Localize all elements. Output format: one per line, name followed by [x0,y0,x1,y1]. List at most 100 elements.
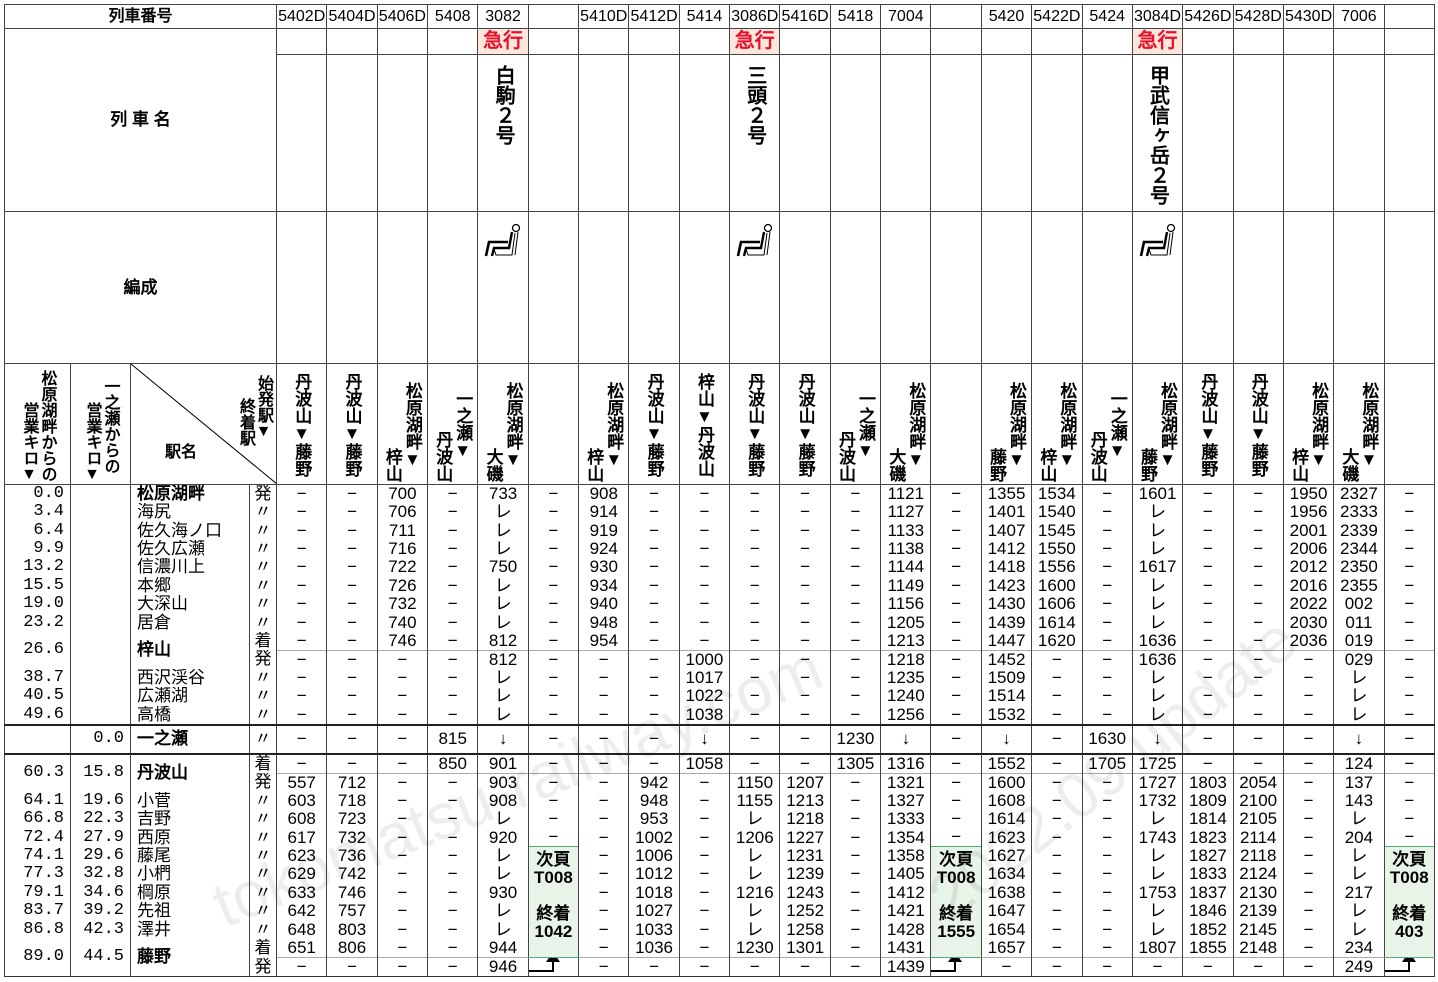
time-cell: − [1081,668,1133,688]
time-cell: − [930,631,982,651]
origin-destination: 丹波山▼藤野 [292,368,311,482]
time-cell: ↓ [678,723,731,755]
km-from-matsubara: 9.9 [4,539,71,559]
time-cell: 1439 [880,956,932,977]
time-cell: 2327 [1333,484,1385,503]
time-cell: − [1282,668,1335,688]
time-cell: − [276,558,328,577]
time-cell: 2139 [1232,901,1284,921]
time-cell: − [930,668,982,688]
time-cell: 732 [376,594,429,614]
ditto-mark: 〃 [248,901,278,921]
time-cell: − [1182,668,1234,688]
time-cell: − [427,613,479,632]
station-name: 小椚 [130,865,250,884]
time-cell: − [578,772,630,792]
time-cell: − [527,594,580,614]
km-from-ichinose [70,594,131,614]
time-cell: − [276,484,328,503]
time-cell: − [527,772,580,792]
note-text: T008 [1389,868,1429,888]
km-from-matsubara: 79.1 [4,883,71,902]
time-cell: − [326,723,378,755]
time-cell: − [427,938,479,958]
time-cell: レ [1333,865,1385,884]
time-cell: レ [729,809,781,829]
time-cell: レ [1333,901,1385,921]
train-type-cell [427,28,479,55]
time-cell: レ [477,920,529,939]
time-cell: − [326,558,378,577]
time-cell: − [1232,521,1284,540]
ditto-mark: 〃 [248,723,278,755]
train-type-cell [628,28,680,55]
time-cell: − [678,539,731,559]
time-cell: − [326,956,378,977]
destination-station: 梓山 [584,448,604,482]
time-cell: 1956 [1282,503,1335,522]
time-cell: − [427,883,479,902]
time-cell: 1358 [880,846,932,866]
time-cell: レ [477,521,529,540]
time-cell: 1636 [1131,631,1184,651]
time-cell: − [1282,883,1335,902]
train-number: 5406D [376,4,429,29]
formation-cell [1081,211,1133,364]
time-cell: 2012 [1282,558,1335,577]
km-from-matsubara: 15.5 [4,576,71,595]
next-page-note: 次頁 T008 終着 403 [1383,846,1436,958]
note-text: 終着 [939,904,974,924]
time-cell: 1207 [779,772,831,792]
time-cell: − [779,558,831,577]
note-text: 1555 [937,922,976,942]
direction-arrow-icon: ▼ [795,424,815,443]
origin-destination: 丹波山▼藤野 [1249,368,1268,482]
time-cell: − [1182,503,1234,522]
direction-arrow-icon: ▼ [292,424,312,443]
time-cell: − [1383,594,1436,614]
time-cell: − [729,558,781,577]
time-cell: − [678,594,731,614]
time-cell: − [779,687,831,706]
time-cell: レ [1333,705,1385,725]
departure-mark: 発 [248,484,278,503]
station-row: 86.8 42.3 澤井〃 648 803− − レ −1033− レ 1258−1428 1654… [4,920,1435,939]
time-cell: レ [477,539,529,559]
time-cell: − [930,503,982,522]
station-row: 3.4 海尻〃 − −706− レ −914− − − − −1127−1401 1540− レ − −1… [4,503,1436,522]
time-cell: − [930,723,982,755]
train-name-cell [678,54,731,212]
time-cell: − [276,613,328,632]
express-badge: 急行 [1133,29,1182,54]
km-from-ichinose: 29.6 [70,846,131,866]
km-from-matsubara: 13.2 [4,558,71,577]
time-cell: − [427,539,479,559]
time-cell: 726 [376,576,429,595]
time-cell: 930 [477,883,529,902]
station-row: 38.7 西沢渓谷〃 − − − − レ − − −1017− − −1235−1509− − レ − − − レ… [4,668,1436,688]
train-type-cell [1282,28,1335,55]
time-cell: − [527,809,580,829]
time-cell: − [829,920,882,939]
train-number [930,4,982,29]
origin-destination-cell: 松原湖畔▼ 藤野 [1131,363,1184,485]
formation-cell [276,211,328,364]
km-from-matsubara: 83.7 [4,901,71,921]
time-cell: − [527,723,580,755]
train-name-cell [930,54,982,212]
reserved-seat-icon [1139,223,1175,257]
ditto-mark: 〃 [248,865,278,884]
time-cell: − [1081,828,1133,847]
time-cell: − [829,865,882,884]
origin-station: 一之瀬 [453,390,473,441]
time-cell: レ [1131,809,1184,829]
time-cell: − [930,594,982,614]
origin-block: 松原湖畔▼ [604,368,623,482]
time-cell: − [1232,594,1284,614]
station-row: 23.2 居倉〃 − −740− レ −948− − − − −1205−1439 1614− レ − −… [4,613,1436,632]
time-cell: − [779,503,831,522]
origin-destination-cell [930,363,982,485]
time-cell: − [729,503,781,522]
formation-cell [729,211,781,364]
km-from-matsubara: 40.5 [4,687,71,706]
